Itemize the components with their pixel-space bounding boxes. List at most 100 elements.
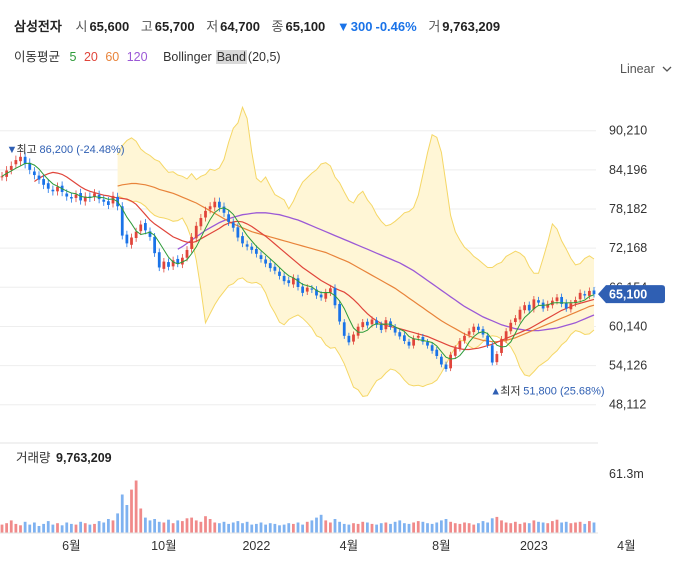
volume-bar xyxy=(250,524,254,533)
candle-body xyxy=(537,300,540,303)
candle-body xyxy=(222,206,226,213)
ma-label[interactable]: 이동평균 xyxy=(14,50,61,64)
x-tick-label: 10월 xyxy=(151,539,176,553)
volume-panel-value: 9,763,209 xyxy=(56,451,112,465)
scale-toggle-button[interactable]: Linear xyxy=(620,62,672,76)
candle-body xyxy=(546,303,550,308)
bollinger-band-label[interactable]: Band xyxy=(215,50,247,64)
last-price-label: 65,100 xyxy=(609,288,647,302)
volume-bar xyxy=(513,521,517,533)
candle-body xyxy=(421,336,425,342)
x-tick-label: 8월 xyxy=(432,539,450,553)
candle-body xyxy=(227,214,231,222)
volume-bar xyxy=(93,523,96,533)
volume-bar xyxy=(518,523,522,533)
volume-bar xyxy=(88,524,92,533)
candle-body xyxy=(444,364,448,370)
candle-body xyxy=(46,183,50,189)
volume-bar xyxy=(301,524,305,533)
candle-body xyxy=(583,294,587,296)
volume-bar xyxy=(19,525,22,533)
candle-body xyxy=(509,322,513,332)
candle-body xyxy=(430,345,434,351)
min-marker-icon: ▲ xyxy=(490,386,501,398)
bollinger-upper-line xyxy=(117,105,595,274)
candle-body xyxy=(162,261,166,269)
candle-body xyxy=(273,266,277,271)
candle-body xyxy=(375,320,379,325)
volume-bar xyxy=(393,521,397,533)
min-value: 51,800 (25.68%) xyxy=(523,386,604,398)
low-value: 64,700 xyxy=(220,19,260,34)
high-label: 고 xyxy=(140,19,153,34)
volume-bar xyxy=(527,523,531,533)
volume-bar xyxy=(102,522,106,533)
last-price-tag: 65,100 xyxy=(598,285,665,304)
max-annotation: ▼ 최고 86,200 (-24.48%) xyxy=(7,143,125,156)
volume-bar xyxy=(97,521,101,533)
candle-body xyxy=(185,249,189,258)
volume-bar xyxy=(296,522,300,533)
volume-bar xyxy=(287,523,291,533)
volume-bar xyxy=(56,523,59,533)
volume-bar xyxy=(278,525,281,533)
volume-bar xyxy=(79,521,83,533)
volume-bar xyxy=(550,521,554,533)
candle-body xyxy=(592,290,596,295)
bollinger-label[interactable]: Bollinger xyxy=(163,50,212,64)
volume-bar xyxy=(28,524,32,533)
candle-body xyxy=(310,288,314,290)
y-tick-label: 84,196 xyxy=(609,163,647,177)
volume-bar xyxy=(407,523,411,533)
volume-bar xyxy=(273,523,277,533)
ma20-legend[interactable]: 20 xyxy=(83,50,98,64)
low-label: 저 xyxy=(206,19,219,34)
stock-header: 삼성전자 시 65,600 고 65,700 저 64,700 종 65,100 ▼30… xyxy=(14,16,508,35)
candle-body xyxy=(111,195,115,204)
candle-body xyxy=(532,299,536,310)
volume-bar xyxy=(167,519,170,533)
candle-body xyxy=(153,236,157,254)
volume-bar xyxy=(111,520,115,533)
volume-bar xyxy=(564,521,568,533)
candle-body xyxy=(333,287,337,306)
volume-bar xyxy=(481,521,485,533)
ma5-legend[interactable]: 5 xyxy=(69,50,77,64)
volume-bar xyxy=(324,520,328,533)
volume-bar xyxy=(46,521,50,533)
volume-bar xyxy=(583,523,587,533)
candle-body xyxy=(393,327,397,333)
volume-bar xyxy=(453,523,457,533)
candle-body xyxy=(296,278,300,287)
volume-bar xyxy=(416,521,420,533)
candle-body xyxy=(167,262,170,267)
ma5-line xyxy=(1,162,595,360)
ma120-legend[interactable]: 120 xyxy=(126,50,148,64)
x-tick-label: 6월 xyxy=(62,539,80,553)
max-marker-icon: ▼ xyxy=(7,144,18,156)
volume-bar xyxy=(342,523,346,533)
candle-body xyxy=(180,257,184,265)
candle-body xyxy=(65,193,69,197)
candle-body xyxy=(504,331,508,340)
close-value: 65,100 xyxy=(285,19,326,34)
volume-bar xyxy=(264,524,268,533)
volume-bar xyxy=(476,523,480,533)
volume-bar xyxy=(370,523,374,533)
volume-bar xyxy=(194,520,198,533)
candle-body xyxy=(319,294,323,298)
volume-bar xyxy=(319,514,323,533)
volume-bar xyxy=(199,521,203,533)
volume-bar xyxy=(282,524,286,533)
candle-body xyxy=(268,263,272,269)
volume-panel-label: 거래량 xyxy=(16,451,51,465)
volume-bar xyxy=(356,523,360,533)
close-label: 종 xyxy=(271,19,284,34)
volume-bar xyxy=(254,523,258,533)
ma60-legend[interactable]: 60 xyxy=(105,50,120,64)
volume-bar xyxy=(134,480,138,533)
candle-body xyxy=(402,335,406,342)
volume-bar xyxy=(384,522,388,533)
max-label: 최고 xyxy=(17,143,37,156)
